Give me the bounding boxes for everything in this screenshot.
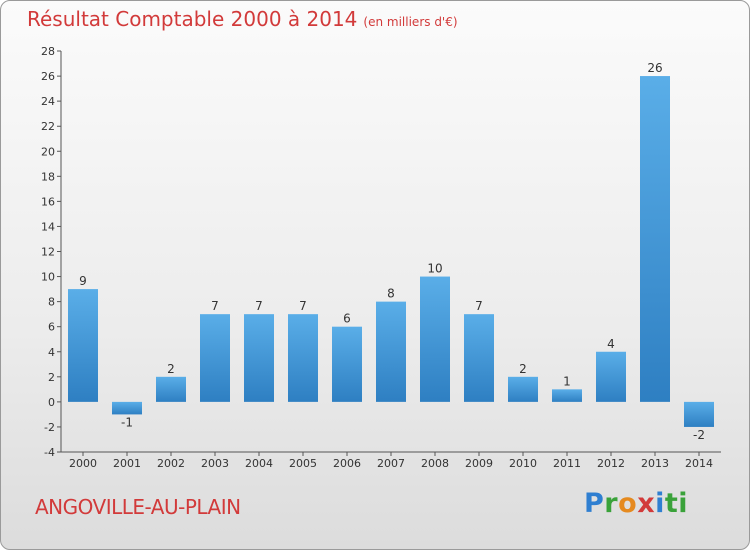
bar-value-label: 8 bbox=[387, 287, 395, 301]
bar bbox=[684, 401, 714, 427]
x-tick-label: 2013 bbox=[641, 457, 669, 470]
bar-value-label: 26 bbox=[647, 61, 662, 75]
bar bbox=[552, 389, 582, 402]
bar bbox=[332, 326, 362, 402]
y-tick-label: 10 bbox=[41, 271, 55, 284]
bar bbox=[68, 289, 98, 402]
y-tick-label: 18 bbox=[41, 170, 55, 183]
y-tick-label: 4 bbox=[48, 346, 55, 359]
y-tick-label: -2 bbox=[44, 421, 55, 434]
bar-value-label: 6 bbox=[343, 312, 351, 326]
chart-title-text: Résultat Comptable 2000 à 2014 bbox=[27, 7, 358, 31]
bar-value-label: 9 bbox=[79, 274, 87, 288]
x-tick-label: 2002 bbox=[157, 457, 185, 470]
bar bbox=[640, 76, 670, 402]
x-tick-label: 2014 bbox=[685, 457, 713, 470]
bar bbox=[244, 314, 274, 402]
bar-value-label: -2 bbox=[693, 428, 705, 442]
y-tick-label: 26 bbox=[41, 70, 55, 83]
bar-value-label: 7 bbox=[299, 299, 307, 313]
bar-value-label: 7 bbox=[255, 299, 263, 313]
x-tick-label: 2001 bbox=[113, 457, 141, 470]
bar-value-label: 4 bbox=[607, 337, 615, 351]
x-tick-label: 2007 bbox=[377, 457, 405, 470]
chart-title: Résultat Comptable 2000 à 2014 (en millie… bbox=[27, 7, 458, 31]
logo-letter: i bbox=[655, 488, 665, 519]
logo-letter: ti bbox=[664, 488, 689, 519]
y-tick-label: 14 bbox=[41, 220, 55, 233]
bar-value-label: 10 bbox=[427, 262, 442, 276]
x-tick-label: 2004 bbox=[245, 457, 273, 470]
bar-value-label: 1 bbox=[563, 374, 571, 388]
commune-name: ANGOVILLE-AU-PLAIN bbox=[35, 495, 241, 519]
bar-value-label: 2 bbox=[167, 362, 175, 376]
y-tick-label: 22 bbox=[41, 120, 55, 133]
y-tick-label: 20 bbox=[41, 145, 55, 158]
y-tick-label: 12 bbox=[41, 246, 55, 259]
bar bbox=[288, 314, 318, 402]
bar bbox=[112, 401, 142, 415]
logo-letter: x bbox=[637, 488, 656, 519]
bar bbox=[420, 276, 450, 402]
bar-value-label: 7 bbox=[211, 299, 219, 313]
bar bbox=[156, 376, 186, 402]
bar-value-label: 2 bbox=[519, 362, 527, 376]
y-tick-label: 8 bbox=[48, 296, 55, 309]
y-tick-label: 28 bbox=[41, 45, 55, 58]
x-tick-label: 2010 bbox=[509, 457, 537, 470]
y-tick-label: 2 bbox=[48, 371, 55, 384]
bar bbox=[596, 351, 626, 402]
y-tick-label: 6 bbox=[48, 321, 55, 334]
x-tick-label: 2006 bbox=[333, 457, 361, 470]
bar bbox=[200, 314, 230, 402]
bar bbox=[464, 314, 494, 402]
y-tick-label: 24 bbox=[41, 95, 55, 108]
x-tick-label: 2000 bbox=[69, 457, 97, 470]
x-tick-label: 2005 bbox=[289, 457, 317, 470]
bar bbox=[376, 301, 406, 402]
x-tick-label: 2011 bbox=[553, 457, 581, 470]
chart-subtitle: (en milliers d'€) bbox=[363, 15, 458, 29]
y-tick-label: 0 bbox=[48, 396, 55, 409]
logo-letter: P bbox=[584, 488, 605, 519]
y-tick-label: 16 bbox=[41, 195, 55, 208]
x-tick-label: 2012 bbox=[597, 457, 625, 470]
logo-letter: o bbox=[618, 488, 638, 519]
proxiti-logo: Proxiti bbox=[584, 488, 688, 519]
bar-value-label: 7 bbox=[475, 299, 483, 313]
bar-value-label: -1 bbox=[121, 415, 133, 429]
bar bbox=[508, 376, 538, 402]
y-tick-label: -4 bbox=[44, 446, 55, 459]
x-tick-label: 2003 bbox=[201, 457, 229, 470]
x-tick-label: 2009 bbox=[465, 457, 493, 470]
logo-letter: r bbox=[604, 488, 619, 519]
x-tick-label: 2008 bbox=[421, 457, 449, 470]
